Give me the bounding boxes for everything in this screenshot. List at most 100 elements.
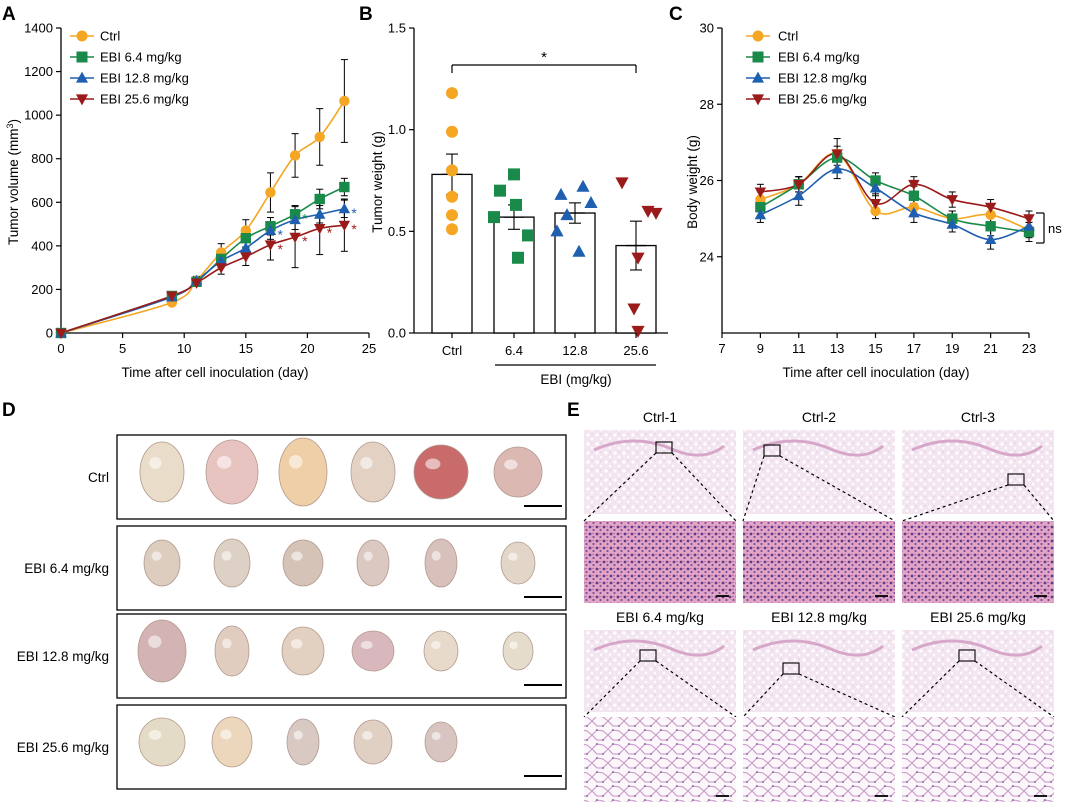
tumor-photo	[351, 630, 395, 672]
data-point	[615, 177, 629, 190]
significance-star: *	[541, 49, 547, 66]
data-point	[984, 202, 997, 214]
data-point	[870, 175, 881, 186]
data-point	[446, 209, 458, 222]
data-point	[572, 244, 586, 257]
low-mag-image	[743, 430, 895, 514]
panel-label-a: A	[2, 4, 16, 25]
zoom-line	[583, 660, 641, 718]
data-point	[576, 179, 590, 192]
data-point	[869, 198, 882, 210]
x-axis-label: Time after cell inoculation (day)	[121, 365, 308, 380]
x-tick-label: 0	[57, 341, 64, 356]
tumor-highlight	[431, 641, 441, 649]
tumor-photo	[423, 630, 459, 672]
histology-title: EBI 6.4 mg/kg	[616, 609, 704, 625]
data-point	[240, 242, 252, 253]
x-tick-label: 17	[907, 341, 921, 356]
data-point	[870, 205, 881, 217]
row-label: EBI 12.8 mg/kg	[17, 649, 109, 664]
tumor-photo	[350, 441, 396, 503]
data-point	[264, 240, 277, 251]
y-axis-label: Body weight (g)	[685, 135, 700, 229]
data-point	[754, 208, 767, 220]
y-tick-label: 24	[700, 249, 714, 264]
data-point	[946, 218, 958, 229]
tumor-photo	[205, 439, 259, 505]
y-tick-label: 30	[700, 21, 714, 36]
y-tick-label: 1000	[24, 108, 53, 123]
data-point	[508, 168, 520, 181]
photo-row-frame	[116, 704, 567, 790]
tumor-photo	[211, 716, 253, 768]
tumor-photo	[424, 721, 458, 763]
tumor-photo	[214, 625, 250, 677]
tumor-highlight	[220, 729, 232, 740]
y-tick-label: 26	[700, 173, 714, 188]
zoom-box	[655, 441, 673, 454]
tissue-feature	[911, 639, 1043, 657]
x-axis-label: Time after cell inoculation (day)	[782, 365, 969, 380]
data-point	[1023, 214, 1035, 225]
panel-c-body-weight-chart: C 24 26 28 30 7 9 11 13 15 17 19 21 23 ns Time afte…	[669, 4, 1062, 380]
tumor-highlight	[221, 551, 232, 561]
tissue-feature	[752, 639, 884, 657]
data-point	[240, 252, 252, 263]
data-point	[631, 325, 645, 338]
tumor-photo	[143, 539, 181, 587]
x-tick-label: 7	[718, 341, 725, 356]
tumor-highlight	[149, 457, 162, 469]
tumor-highlight	[425, 458, 441, 470]
panel-label-c: C	[669, 4, 683, 25]
zoom-line	[655, 660, 737, 718]
low-mag-image	[902, 630, 1054, 712]
low-mag-image	[902, 430, 1054, 514]
y-tick-label: 28	[700, 97, 714, 112]
data-point	[314, 208, 326, 219]
histology-title: EBI 25.6 mg/kg	[930, 609, 1026, 625]
histology-title: EBI 12.8 mg/kg	[771, 609, 867, 625]
data-point	[946, 195, 958, 206]
data-point	[560, 208, 574, 221]
zoom-line	[901, 660, 960, 718]
tumor-photo	[282, 539, 324, 587]
data-point	[446, 87, 458, 100]
legend-label: EBI 12.8 mg/kg	[100, 71, 189, 86]
data-point	[512, 251, 524, 264]
data-point	[215, 255, 227, 266]
data-point	[289, 213, 301, 225]
panel-d-tumor-photos: D Ctrl EBI 6.4 mg/kg EBI 12.8 mg/kg EBI 25.…	[2, 400, 567, 790]
tumor-photo	[353, 719, 393, 765]
histology-title: Ctrl-2	[802, 409, 836, 425]
tumor-highlight	[360, 457, 373, 469]
tumor-photo	[500, 541, 536, 585]
tissue-feature	[593, 639, 725, 657]
data-point	[831, 163, 843, 174]
tissue-feature	[752, 439, 884, 457]
series-line	[60, 208, 345, 334]
x-tick-label: 9	[757, 341, 764, 356]
tumor-highlight	[216, 456, 232, 469]
y-tick-label: 0.0	[388, 326, 406, 341]
y-tick-label: 400	[31, 238, 53, 253]
tumor-highlight	[360, 641, 373, 649]
zoom-box	[782, 662, 800, 675]
significance-star: *	[351, 221, 357, 237]
x-tick-label: 10	[177, 341, 191, 356]
data-point	[314, 193, 325, 205]
tumor-photo	[413, 444, 469, 500]
data-point	[908, 206, 920, 218]
data-point	[264, 224, 277, 236]
photo-row-frame	[116, 525, 567, 611]
ns-label: ns	[1048, 221, 1062, 236]
legend-label: EBI 25.6 mg/kg	[778, 92, 867, 107]
zoom-line	[974, 660, 1055, 718]
data-point	[984, 233, 997, 245]
tumor-highlight	[363, 551, 373, 561]
data-point	[289, 232, 301, 244]
y-axis-label: Tumor volume (mm3)	[5, 119, 21, 245]
tissue-feature	[593, 439, 725, 457]
tumor-photo	[493, 446, 543, 498]
tumor-highlight	[148, 730, 162, 740]
panel-label-b: B	[359, 4, 373, 25]
